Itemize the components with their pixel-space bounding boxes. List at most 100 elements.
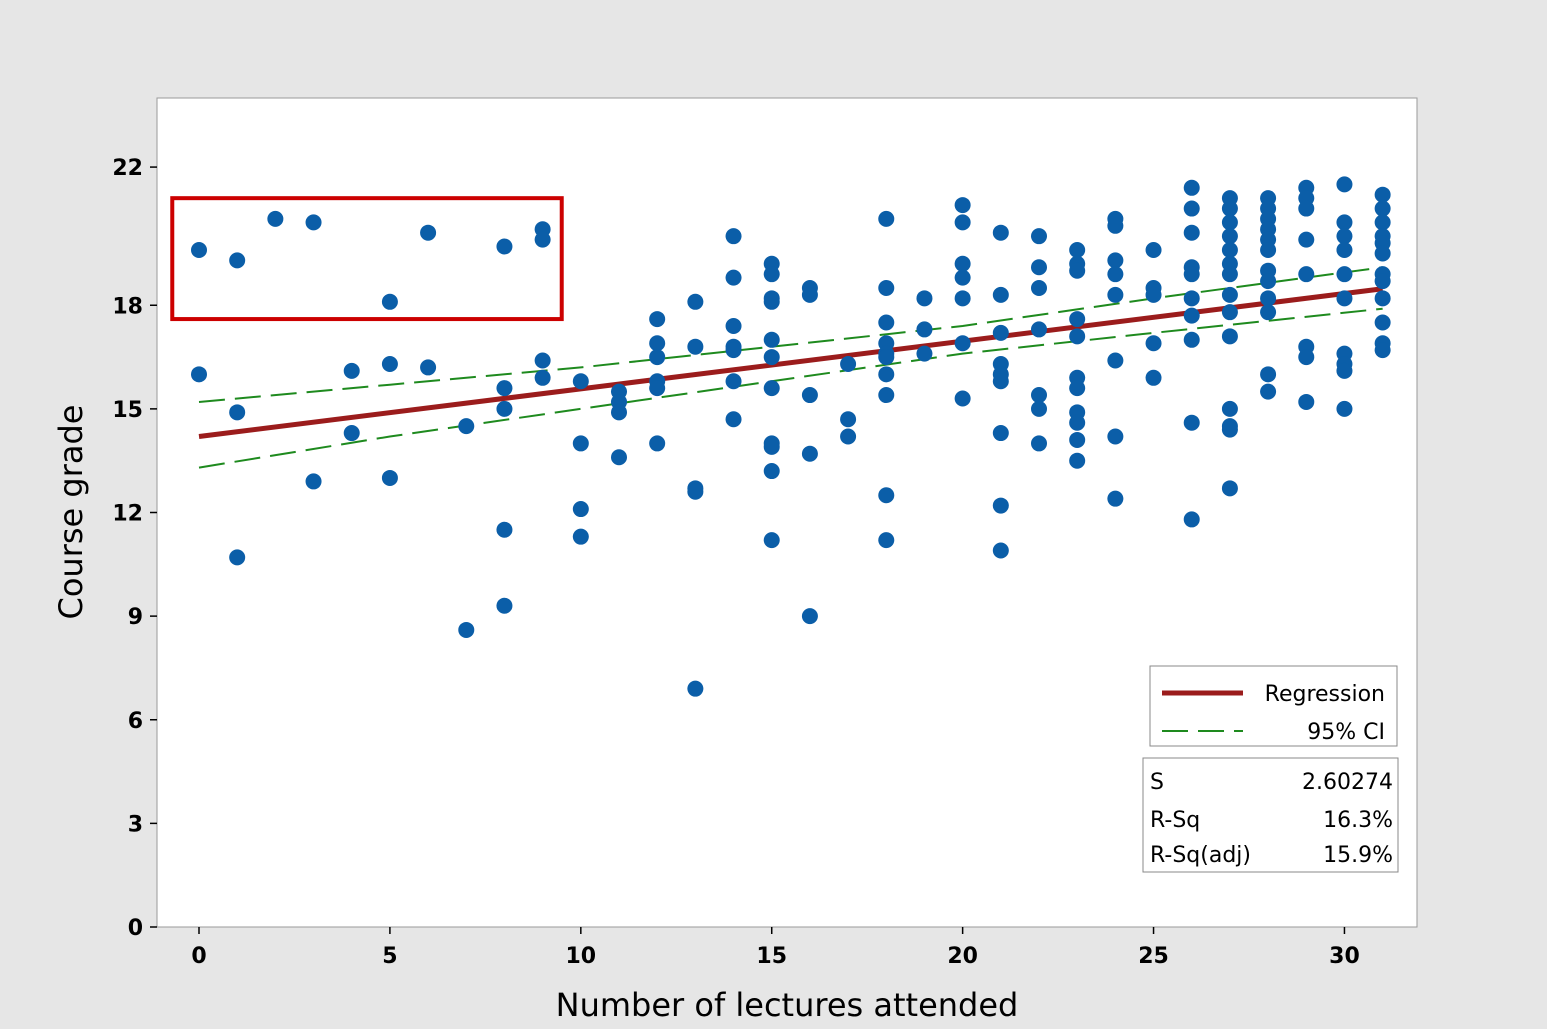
y-tick-label: 15 bbox=[112, 398, 143, 423]
data-point bbox=[1031, 435, 1047, 452]
data-point bbox=[763, 293, 780, 310]
highlight-group bbox=[170, 196, 564, 322]
data-point bbox=[1374, 314, 1391, 331]
y-tick-label: 18 bbox=[112, 294, 143, 319]
legend-regression-label: Regression bbox=[1265, 682, 1385, 707]
data-point bbox=[954, 197, 971, 214]
data-point bbox=[1336, 400, 1353, 417]
data-point bbox=[534, 231, 551, 248]
data-point bbox=[954, 255, 971, 272]
data-point bbox=[305, 473, 322, 490]
data-point bbox=[1221, 266, 1238, 283]
data-point bbox=[725, 342, 742, 359]
data-point bbox=[954, 214, 971, 231]
data-point bbox=[1260, 290, 1277, 307]
stat-rsq-value: 16.3% bbox=[1323, 808, 1393, 833]
y-tick-label: 22 bbox=[112, 156, 143, 181]
data-point bbox=[572, 501, 589, 518]
data-point bbox=[687, 293, 704, 310]
data-point bbox=[1107, 352, 1124, 369]
data-point bbox=[801, 445, 818, 462]
data-point bbox=[954, 269, 971, 286]
data-point bbox=[916, 345, 933, 362]
data-point bbox=[1183, 307, 1200, 324]
data-point bbox=[1336, 228, 1353, 245]
data-point bbox=[1374, 290, 1391, 307]
data-point bbox=[1336, 176, 1353, 193]
y-axis: 0 3 6 9 12 15 18 22 bbox=[112, 156, 157, 941]
data-point bbox=[1145, 286, 1162, 303]
data-point bbox=[878, 532, 895, 549]
data-point bbox=[1221, 304, 1238, 321]
data-point bbox=[381, 293, 398, 310]
data-point bbox=[1221, 241, 1238, 258]
data-point bbox=[1069, 241, 1086, 258]
data-point bbox=[725, 373, 742, 390]
data-point bbox=[992, 286, 1009, 303]
data-points bbox=[191, 176, 1391, 697]
highlight-box bbox=[170, 196, 564, 322]
data-point bbox=[916, 290, 933, 307]
data-point bbox=[1069, 328, 1086, 345]
data-point bbox=[992, 324, 1009, 341]
data-point bbox=[1374, 273, 1391, 290]
data-point bbox=[1336, 266, 1353, 283]
data-point bbox=[878, 210, 895, 227]
data-point bbox=[1374, 214, 1391, 231]
data-point bbox=[878, 366, 895, 383]
data-point bbox=[878, 487, 895, 504]
data-point bbox=[1107, 252, 1124, 269]
data-point bbox=[1221, 480, 1238, 497]
data-point bbox=[916, 321, 933, 338]
data-point bbox=[1069, 414, 1086, 431]
data-point bbox=[1260, 241, 1277, 258]
data-point bbox=[801, 387, 818, 404]
data-point bbox=[1260, 304, 1277, 321]
data-point bbox=[1336, 290, 1353, 307]
data-point bbox=[763, 438, 780, 455]
data-point bbox=[458, 418, 475, 435]
data-point bbox=[763, 331, 780, 348]
data-point bbox=[1260, 366, 1277, 383]
data-point bbox=[1374, 186, 1391, 203]
data-point bbox=[725, 228, 742, 245]
data-point bbox=[878, 279, 895, 296]
data-point bbox=[1298, 349, 1315, 366]
data-point bbox=[420, 224, 437, 241]
y-axis-label: Course grade bbox=[52, 405, 90, 620]
stat-rsq-adj-label: R-Sq(adj) bbox=[1150, 843, 1251, 868]
data-point bbox=[1145, 241, 1162, 258]
data-point bbox=[725, 411, 742, 428]
x-tick-label: 30 bbox=[1329, 944, 1360, 969]
data-point bbox=[1183, 414, 1200, 431]
data-point bbox=[687, 483, 704, 500]
data-point bbox=[1260, 383, 1277, 400]
data-point bbox=[305, 214, 322, 231]
data-point bbox=[1183, 224, 1200, 241]
data-point bbox=[1336, 241, 1353, 258]
data-point bbox=[1069, 311, 1086, 328]
data-point bbox=[1298, 231, 1315, 248]
data-point bbox=[840, 411, 857, 428]
data-point bbox=[954, 290, 971, 307]
data-point bbox=[496, 238, 513, 255]
data-point bbox=[1374, 200, 1391, 217]
data-point bbox=[496, 380, 513, 397]
data-point bbox=[878, 314, 895, 331]
x-tick-label: 5 bbox=[382, 944, 397, 969]
data-point bbox=[381, 469, 398, 486]
data-point bbox=[1183, 179, 1200, 196]
data-point bbox=[229, 549, 246, 566]
data-point bbox=[1145, 369, 1162, 386]
data-point bbox=[191, 241, 207, 258]
data-point bbox=[1031, 259, 1047, 276]
data-point bbox=[1374, 245, 1391, 262]
data-point bbox=[763, 266, 780, 283]
data-point bbox=[458, 621, 475, 638]
x-tick-label: 0 bbox=[191, 944, 206, 969]
legend-box bbox=[1149, 665, 1398, 747]
data-point bbox=[1145, 335, 1162, 352]
x-tick-label: 25 bbox=[1138, 944, 1169, 969]
data-point bbox=[496, 400, 513, 417]
data-point bbox=[992, 425, 1009, 442]
